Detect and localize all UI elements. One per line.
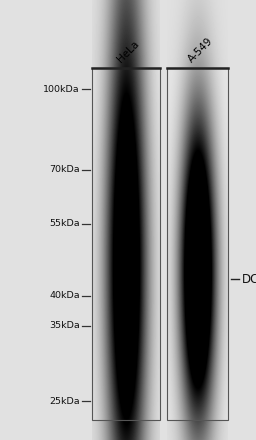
Bar <box>167 68 228 420</box>
Text: 100kDa: 100kDa <box>43 85 80 94</box>
Bar <box>92 68 160 420</box>
Text: 55kDa: 55kDa <box>49 220 80 228</box>
Text: DCN: DCN <box>242 273 256 286</box>
Text: 35kDa: 35kDa <box>49 321 80 330</box>
Text: 70kDa: 70kDa <box>49 165 80 174</box>
Text: 40kDa: 40kDa <box>49 291 80 300</box>
Text: 25kDa: 25kDa <box>49 397 80 406</box>
Text: A-549: A-549 <box>186 35 215 64</box>
Text: HeLa: HeLa <box>115 38 141 64</box>
